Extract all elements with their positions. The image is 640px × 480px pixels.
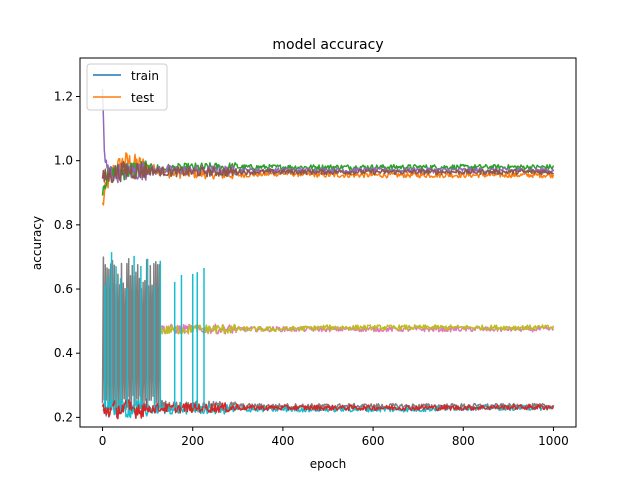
x-tick-label: 200 [181,434,204,448]
legend-label-test: test [131,91,154,105]
legend: train test [86,63,168,111]
x-tick-label: 1000 [538,434,569,448]
x-axis-label: epoch [310,457,347,471]
y-tick-label: 1.2 [54,90,73,104]
x-tick-label: 800 [452,434,475,448]
x-axis: 0 200 400 600 800 1000 [99,427,569,448]
y-tick-label: 0.8 [54,218,73,232]
y-tick-label: 0.6 [54,282,73,296]
series-layer [101,88,555,420]
series-line [146,323,555,337]
series-line [101,398,555,420]
series-line [101,160,555,183]
series-line [146,323,555,335]
y-tick-label: 0.4 [54,346,73,360]
x-tick-label: 600 [362,434,385,448]
plot-frame [79,57,577,428]
x-tick-label: 0 [99,434,107,448]
y-axis: 0.2 0.4 0.6 0.8 1.0 1.2 [54,90,80,424]
chart-title: model accuracy [272,37,383,53]
series-line [102,397,555,419]
x-tick-label: 400 [271,434,294,448]
legend-label-train: train [131,69,159,83]
plot-area [101,88,555,420]
y-axis-label: accuracy [30,216,44,270]
y-tick-label: 0.2 [54,410,73,424]
y-tick-label: 1.0 [54,154,73,168]
